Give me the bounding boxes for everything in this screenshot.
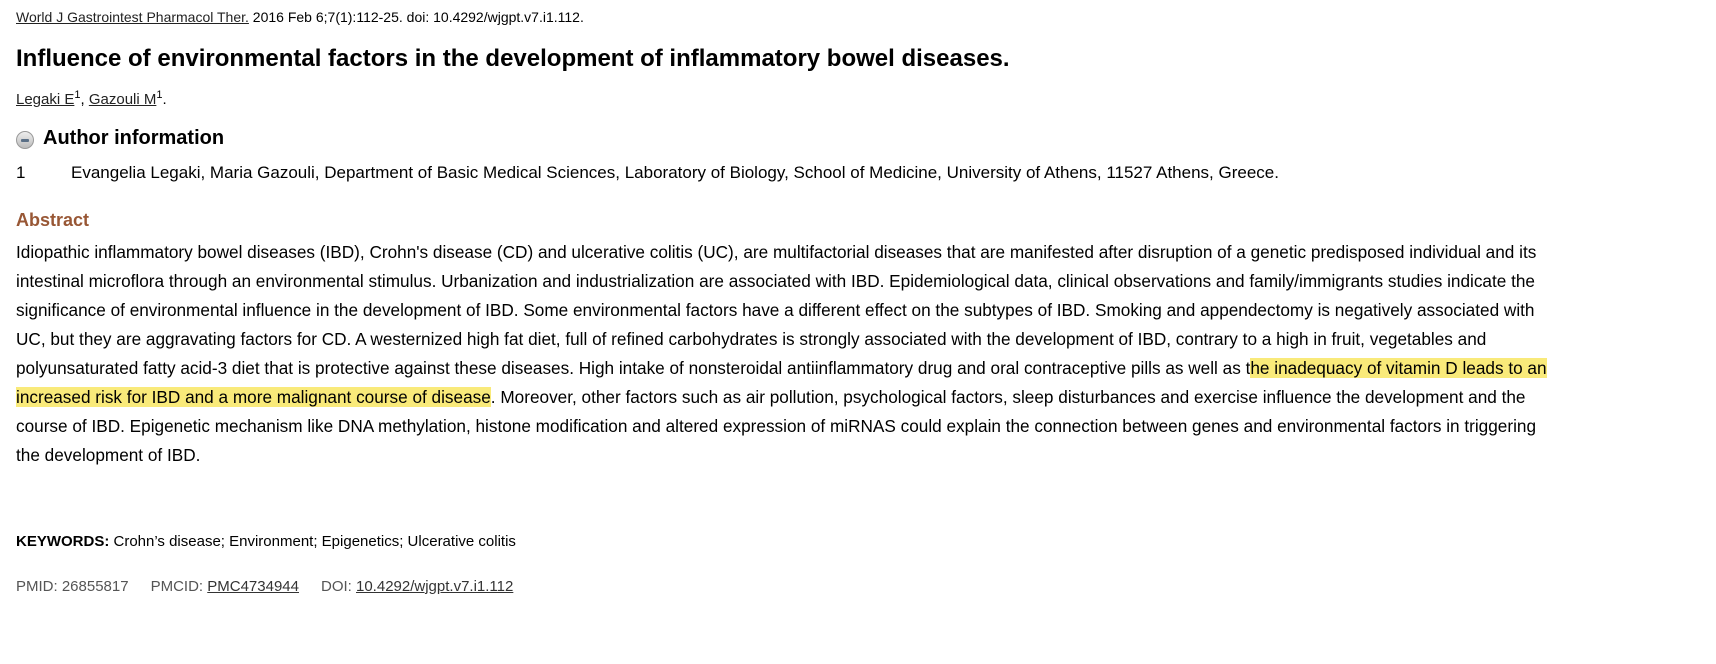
pmid: PMID: 26855817	[16, 578, 129, 595]
abstract-text-part: Idiopathic inflammatory bowel diseases (…	[16, 242, 1537, 378]
keywords: KEYWORDS: Crohn’s disease; Environment; …	[16, 533, 516, 550]
author-link[interactable]: Gazouli M	[88, 91, 157, 108]
keywords-label: KEYWORDS:	[16, 533, 110, 550]
author-link[interactable]: Legaki E	[16, 91, 75, 108]
citation-details: 2016 Feb 6;7(1):112-25. doi: 10.4292/wjg…	[248, 9, 584, 25]
doi-link[interactable]: 10.4292/wjgpt.v7.i1.112	[356, 578, 514, 595]
abstract-text: Idiopathic inflammatory bowel diseases (…	[16, 238, 1561, 470]
doi-label: DOI:	[320, 578, 356, 595]
author-affil-ref: 1	[74, 89, 81, 101]
page-title: Influence of environmental factors in th…	[16, 45, 1010, 72]
author-affil-ref: 1	[156, 89, 163, 101]
affiliation: 1 Evangelia Legaki, Maria Gazouli, Depart…	[16, 163, 1279, 183]
abstract-heading: Abstract	[16, 210, 90, 230]
author-information-toggle[interactable]: Author information	[16, 127, 224, 150]
author-list: Legaki E1, Gazouli M1.	[16, 89, 167, 108]
affiliation-text: Evangelia Legaki, Maria Gazouli, Departm…	[71, 163, 1279, 182]
citation: World J Gastrointest Pharmacol Ther. 201…	[16, 9, 584, 25]
pmcid-link[interactable]: PMC4734944	[207, 578, 299, 595]
journal-link[interactable]: World J Gastrointest Pharmacol Ther.	[16, 9, 249, 25]
affiliation-number: 1	[16, 163, 26, 182]
abstract-text-part: . Moreover, other factors such as air po…	[16, 387, 1537, 465]
article-identifiers: PMID: 26855817 PMCID: PMC4734944 DOI: 10.4…	[16, 578, 513, 595]
author-information-label: Author information	[43, 127, 225, 149]
keywords-list: Crohn’s disease; Environment; Epigenetic…	[109, 533, 516, 550]
pmcid-label: PMCID:	[150, 578, 208, 595]
collapse-minus-icon[interactable]	[16, 131, 34, 149]
